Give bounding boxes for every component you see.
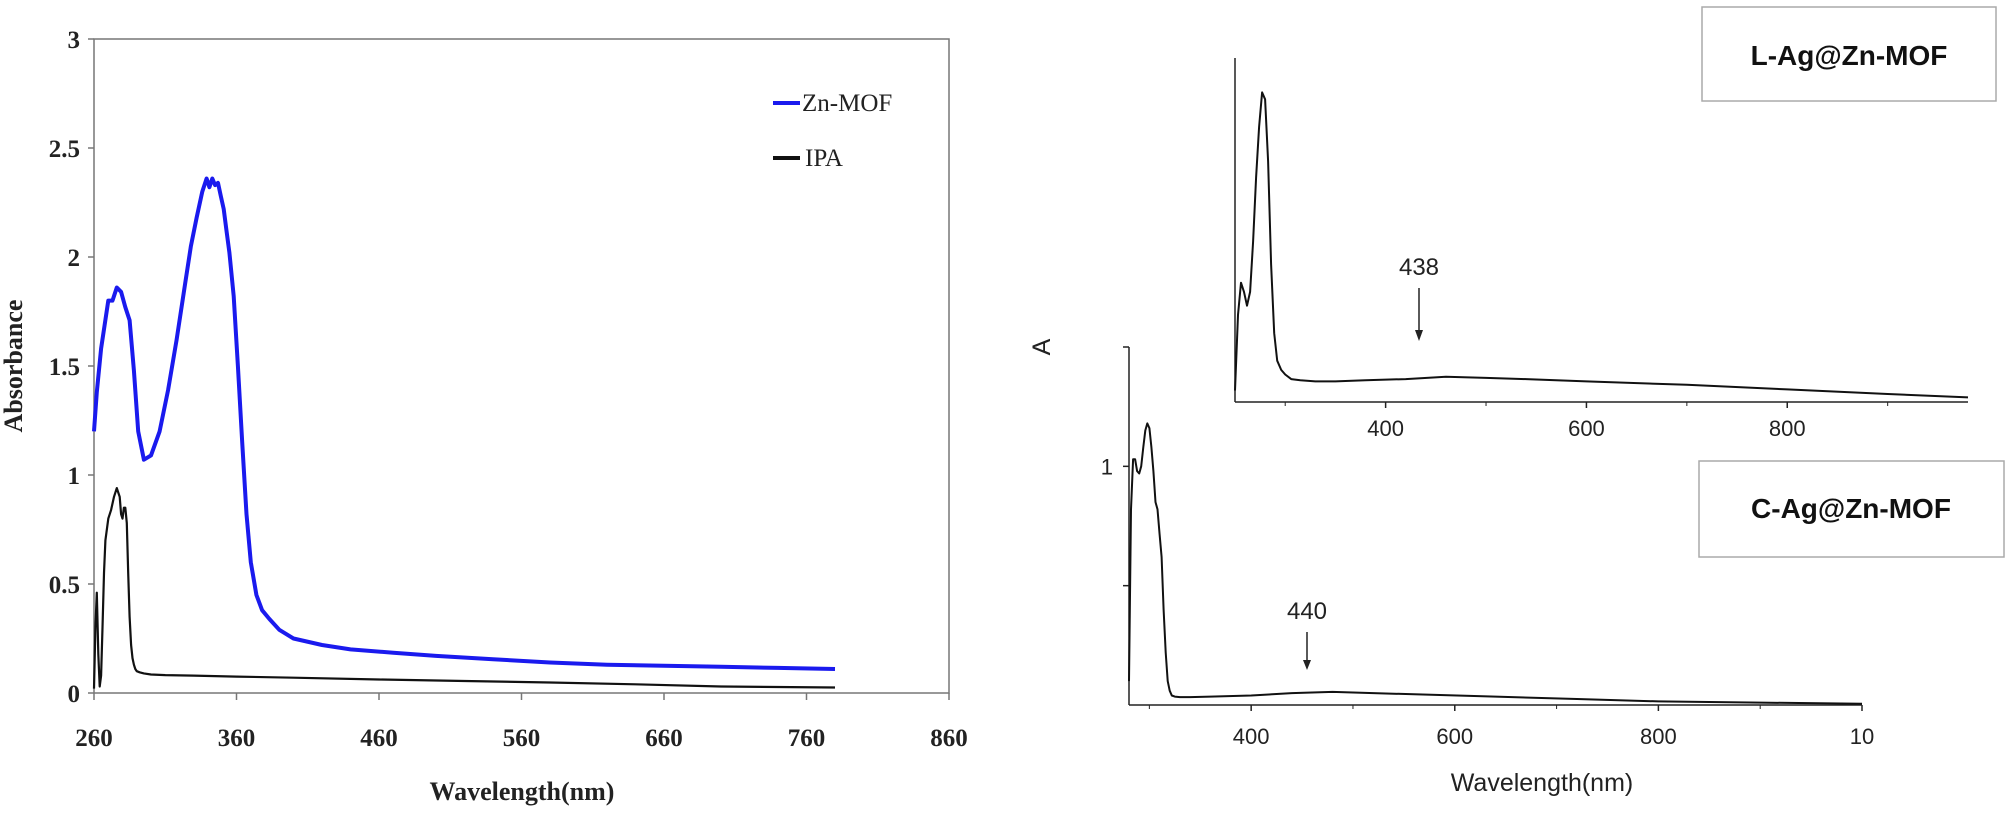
left-y-tick-label: 2 xyxy=(68,245,81,272)
rb-peak-annotation: 440 xyxy=(1287,598,1327,670)
left-x-tick-label: 760 xyxy=(788,725,826,752)
left-y-tick-label: 0 xyxy=(68,681,81,708)
left-y-tick-label: 0.5 xyxy=(49,572,80,599)
rb-y-tick-label: 1 xyxy=(1101,454,1113,479)
series-line-zn-mof xyxy=(92,176,836,671)
left-x-ticks: 260 360 460 560 660 760 860 xyxy=(75,693,968,752)
series-line-ipa xyxy=(92,487,836,689)
rt-label-box xyxy=(1701,6,1997,102)
left-y-tick-label: 2.5 xyxy=(49,136,80,163)
rt-x-ticks: 400 600 800 xyxy=(1284,402,1889,441)
left-series-lines xyxy=(92,176,836,689)
rb-peak-label: 440 xyxy=(1287,598,1327,625)
left-x-tick-label: 560 xyxy=(503,725,541,752)
left-legend: Zn-MOF IPA xyxy=(773,90,892,172)
legend-label-ipa: IPA xyxy=(805,145,843,172)
rt-x-tick-label: 600 xyxy=(1568,416,1605,441)
rt-series-lines xyxy=(1234,91,1969,399)
left-chart: 0 0.5 1 1.5 2 2.5 3 260 360 460 560 660 760 860 Wave… xyxy=(0,27,968,806)
legend-label-zn-mof: Zn-MOF xyxy=(802,90,892,117)
rb-peak-arrowhead xyxy=(1303,660,1311,670)
left-plot-frame xyxy=(93,38,950,694)
left-x-axis-label: Wavelength(nm) xyxy=(430,777,615,806)
left-y-tick-label: 3 xyxy=(68,27,81,54)
rt-peak-label: 438 xyxy=(1399,254,1439,281)
left-x-tick-label: 360 xyxy=(218,725,256,752)
rt-x-tick-label: 800 xyxy=(1769,416,1806,441)
right-top-chart: 400 600 800 438 L-Ag@Zn-MOF xyxy=(1234,6,1997,441)
rt-label-text: L-Ag@Zn-MOF xyxy=(1751,40,1948,71)
right-y-axis-label: A xyxy=(1028,338,1056,355)
rb-y-ticks: 1 xyxy=(1101,346,1129,587)
rb-label-box xyxy=(1698,460,2005,558)
left-y-tick-label: 1 xyxy=(68,463,81,490)
left-y-tick-label: 1.5 xyxy=(49,354,80,381)
rb-label-text: C-Ag@Zn-MOF xyxy=(1751,493,1951,524)
rb-x-tick-label: 600 xyxy=(1436,724,1473,749)
left-y-ticks: 0 0.5 1 1.5 2 2.5 3 xyxy=(49,27,94,708)
left-x-tick-label: 860 xyxy=(930,725,968,752)
left-x-tick-label: 260 xyxy=(75,725,113,752)
rt-peak-arrowhead xyxy=(1415,330,1423,341)
rt-series-line xyxy=(1234,91,1969,399)
rt-x-tick-label: 400 xyxy=(1367,416,1404,441)
rb-series-lines xyxy=(1128,422,1863,705)
rb-x-tick-label: 10 xyxy=(1850,724,1874,749)
rt-peak-annotation: 438 xyxy=(1399,254,1439,341)
rb-x-ticks: 400 600 800 10 xyxy=(1148,705,1874,749)
rb-x-tick-label: 800 xyxy=(1640,724,1677,749)
rb-series-line xyxy=(1128,422,1863,705)
rb-x-axis-label: Wavelength(nm) xyxy=(1451,769,1633,797)
left-x-tick-label: 660 xyxy=(645,725,683,752)
rb-x-tick-label: 400 xyxy=(1233,724,1270,749)
left-y-axis-label: Absorbance xyxy=(0,300,28,433)
left-x-tick-label: 460 xyxy=(360,725,398,752)
right-bottom-chart: 1 400 600 800 10 440 C-Ag@Zn-MOF Wavelength… xyxy=(1101,346,2005,797)
